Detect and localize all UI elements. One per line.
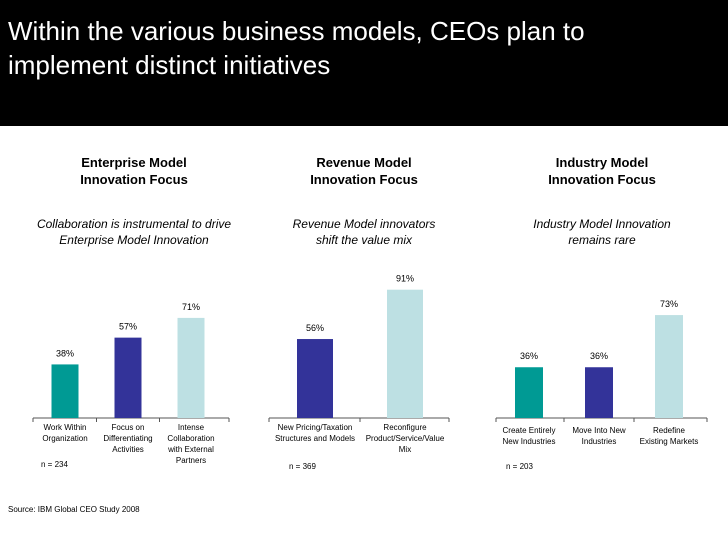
- category-label: Collaboration: [167, 434, 214, 443]
- data-label: 73%: [660, 299, 678, 309]
- panel-3-sample-size: n = 203: [506, 462, 533, 471]
- data-label: 56%: [306, 323, 324, 333]
- category-label: Redefine: [653, 426, 686, 435]
- category-label: Intense: [178, 423, 205, 432]
- panel-1-sample-size: n = 234: [41, 460, 68, 469]
- category-label: New Pricing/Taxation: [278, 423, 353, 432]
- bar: [51, 364, 79, 418]
- data-label: 36%: [590, 351, 608, 361]
- panel-2-title: Revenue Model Innovation Focus: [264, 154, 464, 188]
- bar: [515, 367, 543, 418]
- bar: [297, 339, 333, 418]
- panel-3-subtitle-line1: Industry Model Innovation: [533, 217, 671, 231]
- category-label: Mix: [399, 445, 411, 454]
- panel-1-subtitle-line1: Collaboration is instrumental to drive: [36, 217, 232, 231]
- data-label: 36%: [520, 351, 538, 361]
- data-label: 91%: [396, 274, 414, 284]
- bar: [655, 315, 683, 418]
- category-label: Focus on: [112, 423, 145, 432]
- panel-3-title-line2: Innovation Focus: [548, 172, 656, 187]
- panel-1-title-line1: Enterprise Model: [81, 155, 187, 170]
- category-label: Reconfigure: [383, 423, 427, 432]
- header-banner: Within the various business models, CEOs…: [0, 0, 728, 126]
- panel-1-title: Enterprise Model Innovation Focus: [34, 154, 234, 188]
- category-label: Industries: [582, 437, 617, 446]
- data-label: 57%: [119, 322, 137, 332]
- bar: [114, 337, 142, 418]
- panel-1-title-line2: Innovation Focus: [80, 172, 188, 187]
- category-label: Move Into New: [572, 426, 626, 435]
- category-label: Product/Service/Value: [366, 434, 445, 443]
- category-label: Work Within: [44, 423, 87, 432]
- panel-1-subtitle-line2: Enterprise Model Innovation: [59, 233, 209, 247]
- bar: [177, 317, 205, 418]
- panel-2-sample-size: n = 369: [289, 462, 316, 471]
- panel-2-title-line1: Revenue Model: [316, 155, 412, 170]
- panel-2-subtitle-line2: shift the value mix: [315, 233, 413, 247]
- category-label: Differentiating: [103, 434, 152, 443]
- data-label: 38%: [56, 348, 74, 358]
- page-title: Within the various business models, CEOs…: [8, 16, 585, 80]
- panel-1-subtitle: Collaboration is instrumental to drive E…: [24, 216, 244, 248]
- panel-3-subtitle: Industry Model Innovation remains rare: [492, 216, 712, 248]
- category-label: Create Entirely: [503, 426, 556, 435]
- panel-2-subtitle-line1: Revenue Model innovators: [292, 217, 436, 231]
- category-label: with External: [167, 445, 214, 454]
- category-label: New Industries: [503, 437, 556, 446]
- panel-3-title-line1: Industry Model: [555, 155, 649, 170]
- category-label: Partners: [176, 456, 206, 465]
- panel-2-subtitle: Revenue Model innovators shift the value…: [254, 216, 474, 248]
- source-note: Source: IBM Global CEO Study 2008: [8, 505, 140, 514]
- bar: [585, 367, 613, 418]
- category-label: Structures and Models: [275, 434, 355, 443]
- panel-2-title-line2: Innovation Focus: [310, 172, 418, 187]
- category-label: Existing Markets: [640, 437, 699, 446]
- category-label: Organization: [42, 434, 87, 443]
- category-label: Activities: [112, 445, 144, 454]
- panel-3-title: Industry Model Innovation Focus: [502, 154, 702, 188]
- bar: [387, 289, 423, 418]
- data-label: 71%: [182, 302, 200, 312]
- panel-3-subtitle-line2: remains rare: [568, 233, 636, 247]
